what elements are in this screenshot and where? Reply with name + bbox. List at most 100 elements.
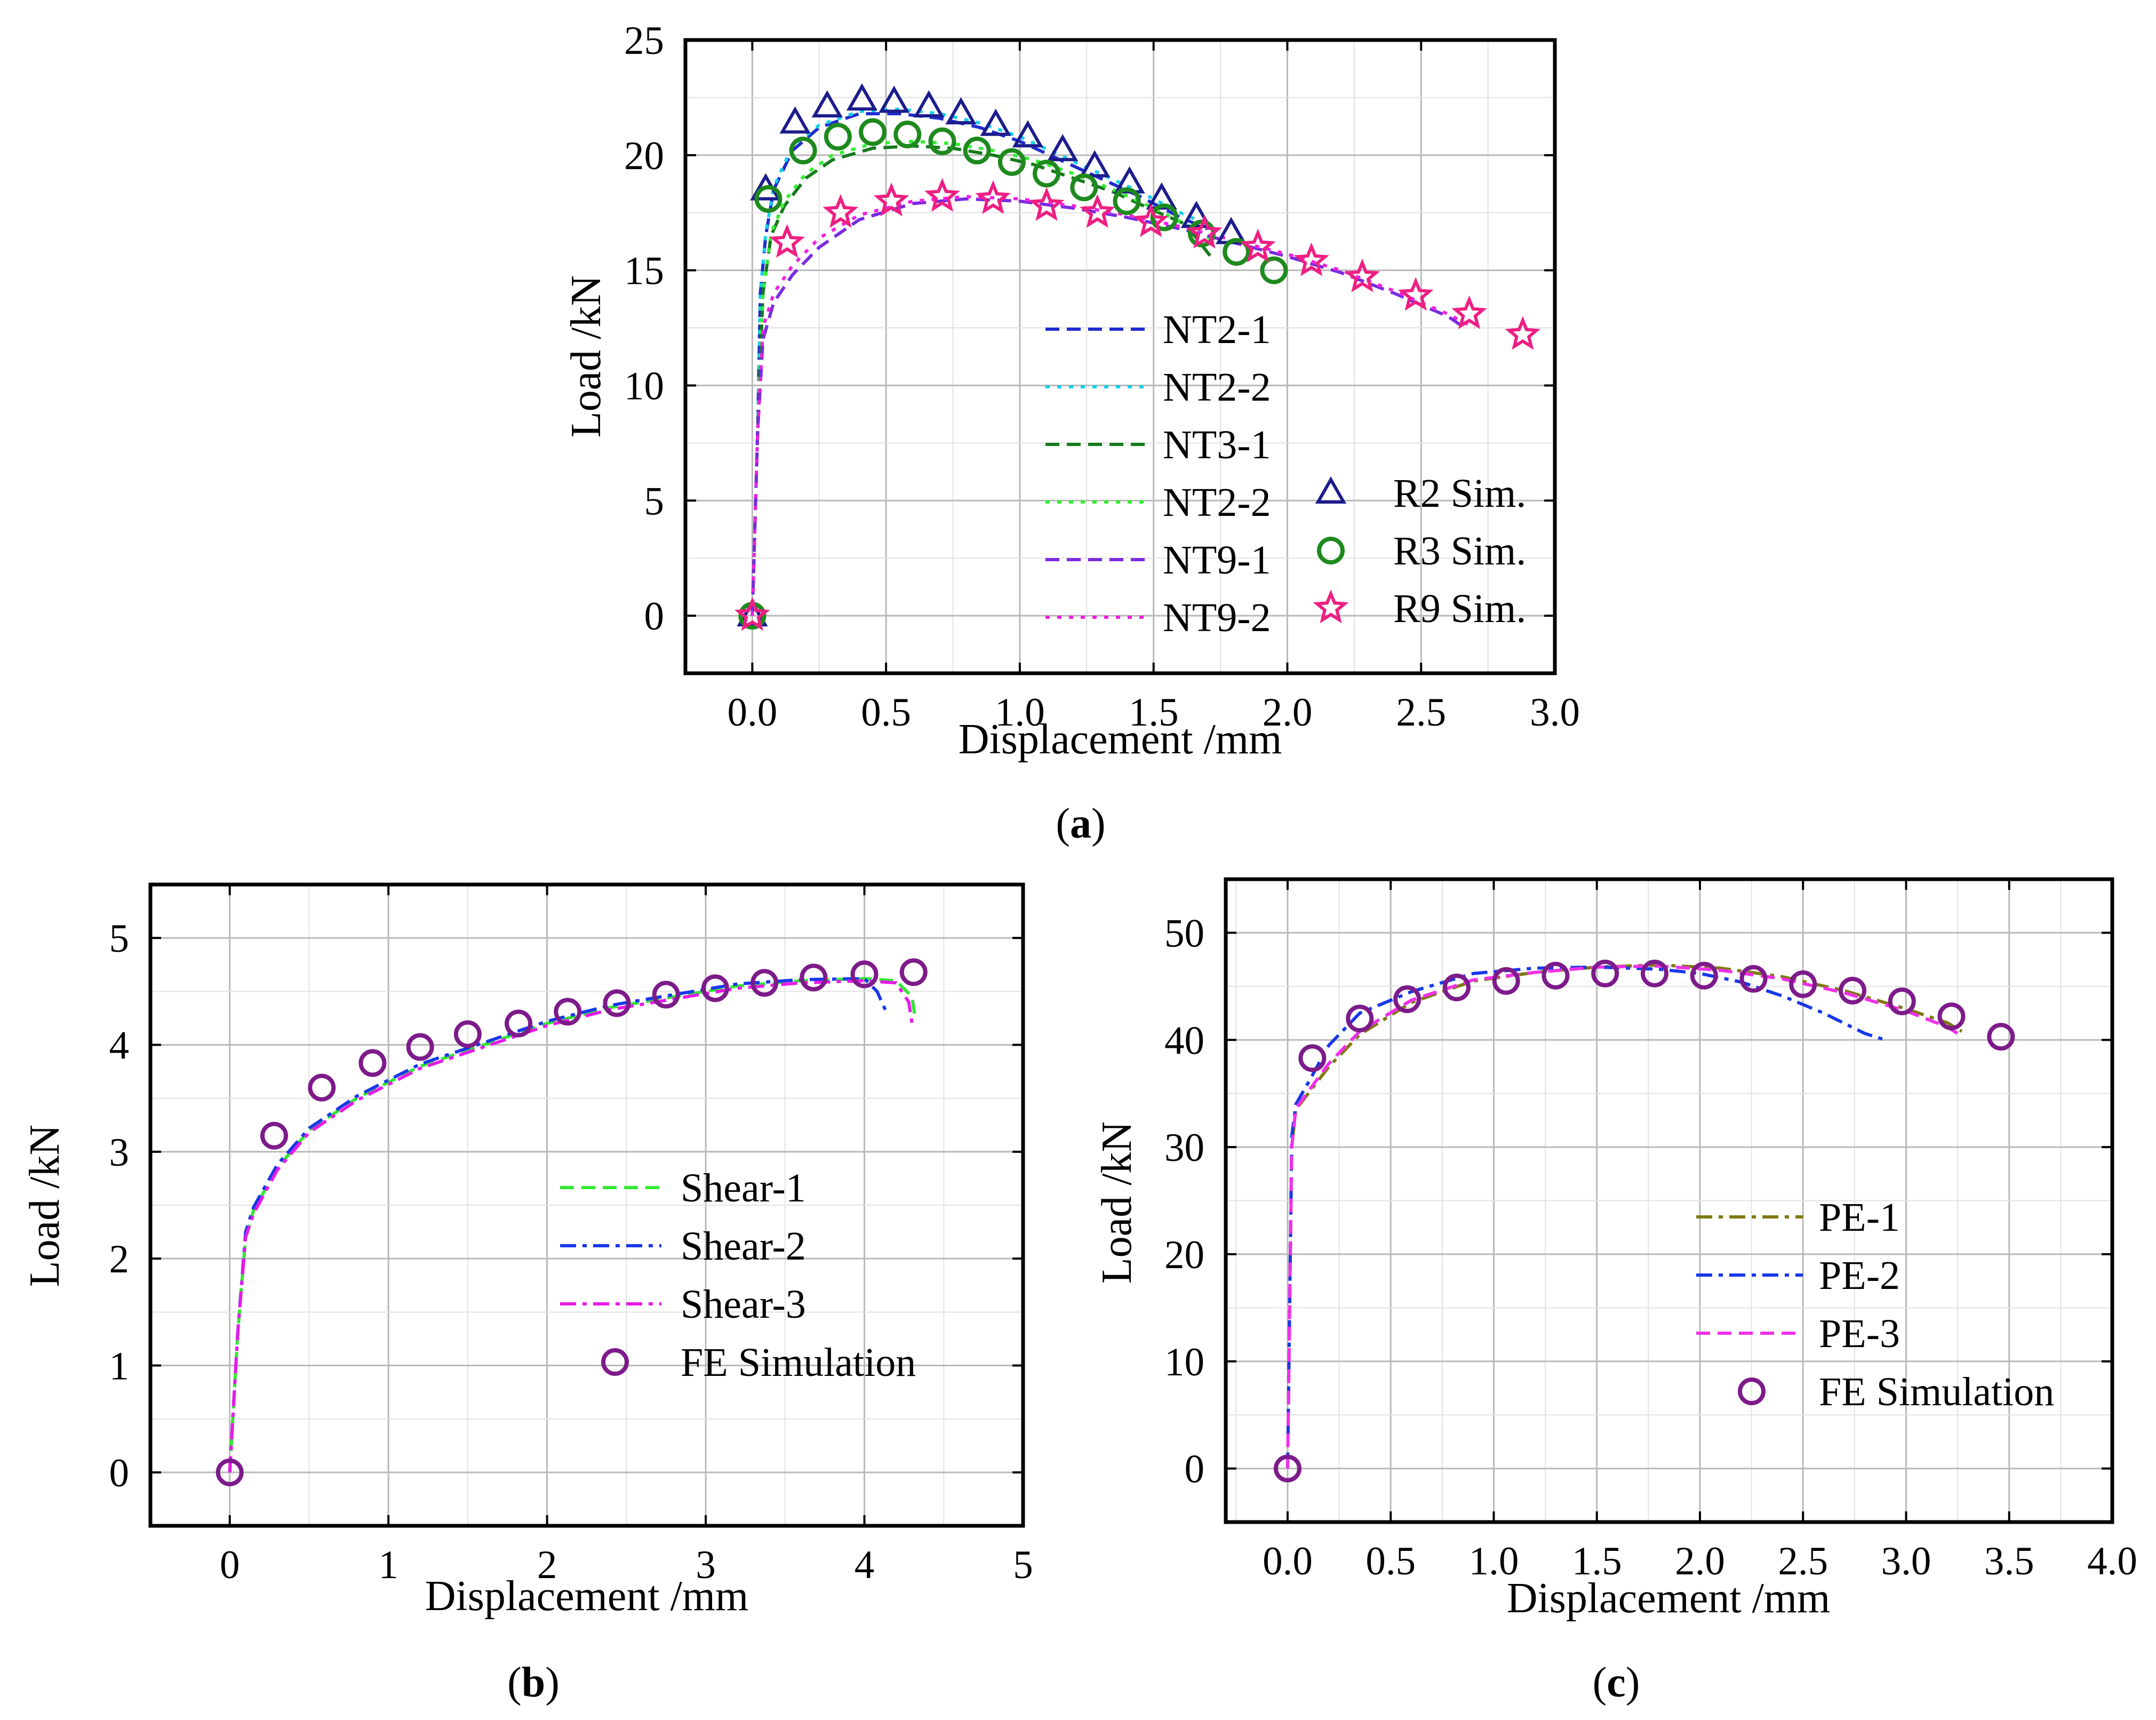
legend-label: NT2-2: [1163, 365, 1271, 410]
data-point: [1789, 970, 1817, 998]
marker-series-fe-simulation: [215, 958, 928, 1486]
data-point: [846, 83, 878, 111]
y-tick-label: 50: [1164, 911, 1204, 955]
x-tick-label: 0.5: [1366, 1539, 1416, 1583]
data-point: [779, 106, 811, 134]
y-tick-label: 10: [624, 364, 664, 408]
x-tick-label: 3.0: [1881, 1539, 1931, 1583]
legend-label: NT2-2: [1163, 480, 1271, 525]
y-tick-label: 30: [1164, 1126, 1204, 1170]
legend-marker: [1313, 590, 1349, 624]
data-point: [754, 185, 782, 213]
data-point: [928, 127, 956, 155]
x-tick-label: 0.5: [861, 690, 911, 735]
series-line-shear-1: [228, 977, 917, 1472]
data-point: [260, 1121, 289, 1150]
marker-series-r9-sim-: [734, 178, 1541, 631]
data-point: [1113, 187, 1141, 216]
panel-caption: (a): [1056, 800, 1105, 847]
panel-letter: a: [1070, 800, 1091, 847]
legend-label: R2 Sim.: [1393, 471, 1526, 516]
data-point: [1442, 973, 1471, 1001]
data-point: [1298, 1044, 1327, 1072]
x-tick-label: 2.5: [1396, 690, 1446, 735]
data-point: [1690, 961, 1718, 990]
x-tick-label: 4: [855, 1543, 875, 1587]
legend-label: FE Simulation: [681, 1340, 916, 1385]
data-point: [859, 118, 887, 146]
plot-frame: [148, 882, 1025, 1528]
legend-marker: [601, 1348, 629, 1376]
data-point: [1133, 203, 1169, 237]
data-point: [963, 137, 991, 165]
y-tick-label: 25: [624, 19, 664, 63]
data-point: [769, 224, 805, 258]
panel-caption: (c): [1593, 1659, 1640, 1706]
legend-marker: [1738, 1377, 1766, 1405]
data-point: [1505, 316, 1541, 350]
y-axis-label: Load /kN: [21, 1125, 68, 1287]
data-point: [215, 1458, 244, 1486]
data-point: [850, 960, 879, 989]
x-tick-label: 1.5: [1572, 1539, 1622, 1583]
series-line-pe-2: [1286, 965, 1886, 1469]
data-point: [701, 974, 729, 1002]
legend-marker: [1317, 537, 1345, 564]
y-tick-label: 4: [109, 1024, 130, 1068]
data-point: [879, 85, 910, 113]
data-point: [1240, 228, 1276, 262]
data-point: [1273, 1454, 1301, 1483]
legend-label: NT9-2: [1163, 595, 1271, 640]
plot-frame: [683, 38, 1557, 675]
y-tick-label: 3: [109, 1130, 130, 1175]
legend-label: Shear-1: [681, 1166, 806, 1211]
chart-c: 0.0 0.5 1.0 1.5 2.0 2.5 3.0 3.5 4.0 0 10 20 30 40 50 Di…: [1093, 877, 2137, 1706]
data-point: [1937, 1002, 1966, 1031]
legend: Shear-1 Shear-2 Shear-3 FE Simulation: [560, 1166, 916, 1385]
data-point: [554, 998, 582, 1026]
x-tick-label: 3.5: [1984, 1539, 2034, 1583]
grid: [685, 39, 1556, 674]
data-point: [997, 148, 1026, 176]
plot-area: [750, 107, 1475, 616]
x-tick-label: 5: [1013, 1543, 1033, 1587]
legend-label: PE-3: [1819, 1311, 1900, 1356]
x-tick-label: 1: [378, 1543, 398, 1587]
legend-label: NT9-1: [1163, 538, 1271, 583]
data-point: [1033, 160, 1061, 188]
data-point: [603, 989, 631, 1017]
x-tick-label: 1.0: [995, 690, 1045, 735]
data-point: [505, 1009, 533, 1038]
series-line-pe-1: [1286, 963, 1963, 1469]
data-point: [1012, 120, 1044, 148]
plot-frame: [1224, 877, 2114, 1524]
legend-label: Shear-3: [681, 1282, 806, 1327]
panel-letter: c: [1607, 1659, 1626, 1706]
data-point: [800, 963, 828, 992]
series-line-nt9-2: [750, 195, 1475, 616]
legend-label: NT3-1: [1163, 423, 1271, 467]
legend-label: PE-1: [1819, 1195, 1900, 1240]
series-line-pe-3: [1286, 964, 1959, 1469]
data-point: [1346, 1005, 1374, 1033]
series-line-shear-3: [228, 979, 914, 1472]
y-tick-label: 1: [109, 1344, 130, 1389]
legend-marker: [1315, 476, 1347, 504]
legend-label: FE Simulation: [1819, 1369, 2054, 1414]
data-point: [1079, 150, 1111, 178]
y-tick-label: 2: [109, 1237, 130, 1281]
x-tick-label: 3.0: [1530, 690, 1580, 735]
x-tick-label: 1.0: [1469, 1539, 1519, 1583]
x-axis-label: Displacement /mm: [959, 716, 1282, 763]
data-point: [913, 90, 945, 118]
legend-label: R9 Sim.: [1393, 586, 1526, 631]
legend: NT2-1 NT2-2 NT3-1 NT2-2 NT9-1 NT9-2 R2 Sim. R3 …: [1045, 307, 1526, 640]
data-point: [1180, 201, 1212, 228]
x-tick-label: 0.0: [1263, 1539, 1313, 1583]
y-tick-label: 5: [644, 479, 665, 523]
data-point: [1492, 967, 1520, 995]
data-point: [750, 969, 779, 997]
data-point: [1640, 959, 1668, 988]
data-point: [1080, 194, 1115, 228]
